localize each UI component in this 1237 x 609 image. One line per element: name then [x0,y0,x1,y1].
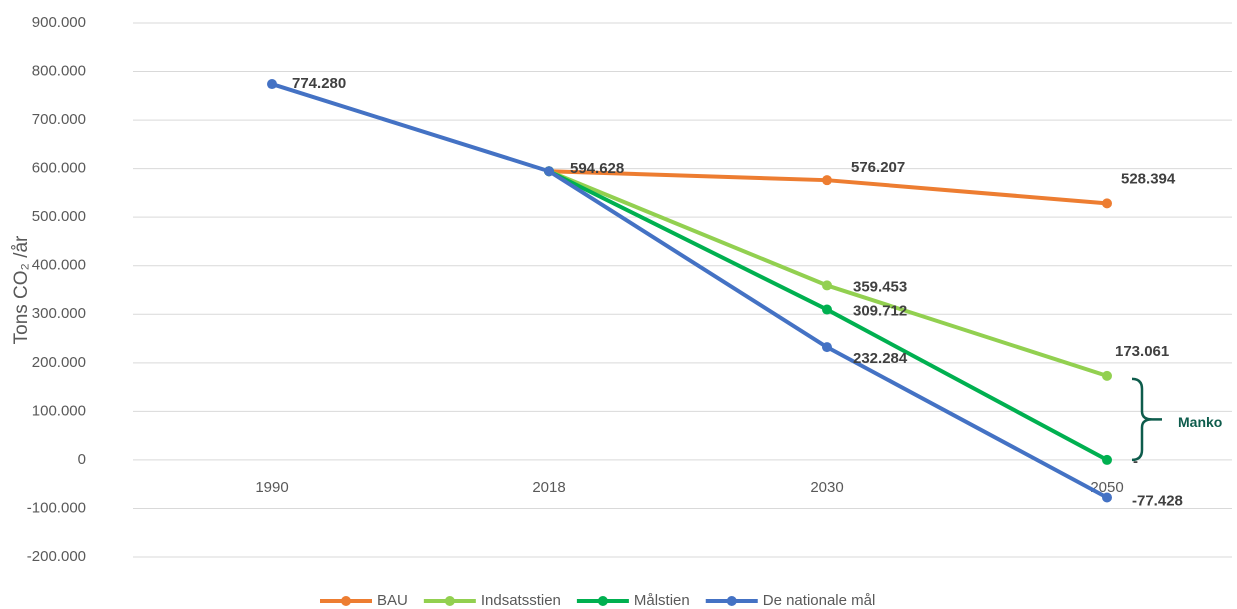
data-point [822,304,832,315]
data-label: 576.207 [851,159,905,176]
data-point [822,175,832,186]
y-tick-label: -100.000 [27,499,86,516]
data-label: 594.628 [570,160,624,177]
y-tick-label: 800.000 [32,63,86,80]
data-point [1102,454,1112,465]
data-label: 359.453 [853,278,907,295]
y-tick-label: 500.000 [32,208,86,225]
y-tick-label: 700.000 [32,111,86,128]
series-line [548,169,1108,462]
y-tick-label: 0 [78,451,86,468]
data-point [1102,198,1112,209]
y-axis-label: Tons CO₂ /år [11,235,32,344]
legend-marker [597,596,608,606]
legend-label: Indsatsstien [481,592,561,609]
data-label: 528.394 [1121,170,1176,187]
data-point [267,79,277,90]
annotation: Manko [1178,414,1222,430]
data-point [544,166,554,177]
x-tick-label: 2018 [532,479,565,496]
legend-marker [444,596,455,606]
legend-marker [726,596,737,606]
y-tick-label: -200.000 [27,548,86,565]
data-label: -77.428 [1132,492,1183,509]
data-label: - [1133,453,1138,470]
data-point [822,342,832,353]
y-tick-label: 300.000 [32,305,86,322]
data-point [1102,370,1112,381]
data-label: 309.712 [853,303,907,320]
brace [1131,377,1153,462]
data-label: 774.280 [292,75,346,92]
series-line [271,82,1108,500]
y-tick-label: 600.000 [32,160,86,177]
data-label: 173.061 [1115,343,1169,360]
legend-label: BAU [377,592,408,609]
y-tick-label: 100.000 [32,402,86,419]
data-point [822,280,832,291]
x-tick-label: 1990 [255,479,288,496]
data-label: 232.284 [853,350,908,367]
legend-label: Målstien [634,592,690,609]
y-tick-label: 400.000 [32,257,86,274]
y-tick-label: 200.000 [32,354,86,371]
legend-marker [341,596,351,606]
y-tick-label: 900.000 [32,14,86,31]
legend-label: De nationale mål [763,592,876,609]
data-point [1102,492,1112,503]
x-tick-label: 2030 [810,479,843,496]
